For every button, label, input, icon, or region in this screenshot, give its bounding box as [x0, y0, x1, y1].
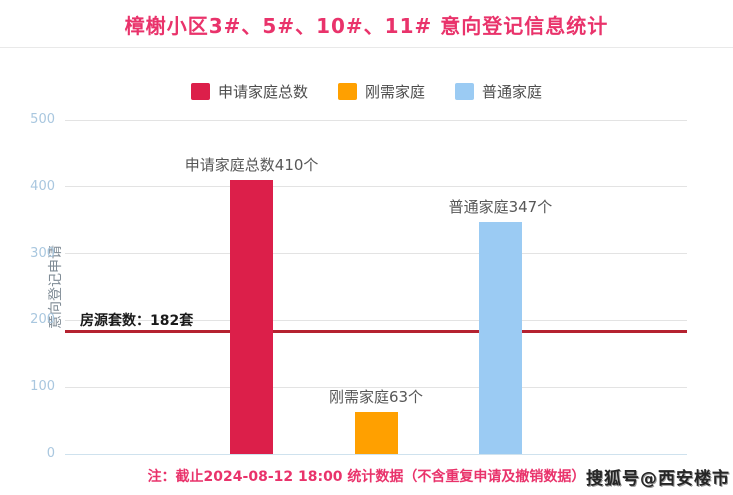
gridline [65, 386, 687, 388]
y-tick-label: 400 [30, 178, 55, 194]
legend-swatch-blue [455, 83, 474, 100]
reference-line-label: 房源套数：182套 [80, 313, 194, 330]
bar-2 [354, 411, 398, 454]
bar-1 [230, 180, 274, 454]
bar-data-label: 刚需家庭63个 [328, 387, 424, 406]
gridline [65, 186, 687, 188]
footnote: 注：截止2024-08-12 18:00 统计数据（不含重复申请及撤销数据） [147, 469, 586, 485]
x-axis-line [65, 453, 687, 455]
legend-label: 普通家庭 [482, 83, 543, 101]
legend-label: 刚需家庭 [364, 83, 425, 101]
legend-item-total: 申请家庭总数 [190, 81, 308, 102]
page-title: 樟榭小区3#、5#、10#、11# 意向登记信息统计 [124, 14, 609, 38]
bar-data-label: 申请家庭总数410个 [184, 156, 319, 175]
y-tick-label: 300 [30, 245, 55, 261]
title-divider [0, 47, 733, 48]
gridline [65, 319, 687, 321]
gridline [65, 119, 687, 121]
reference-line [65, 330, 687, 334]
legend-item-ordinary: 普通家庭 [455, 81, 542, 102]
bar-data-label: 普通家庭347个 [448, 198, 553, 217]
y-tick-label: 500 [30, 112, 55, 127]
y-tick-label: 100 [30, 379, 55, 395]
bar-3 [478, 222, 522, 454]
y-tick-label: 200 [30, 312, 55, 328]
watermark: 搜狐号@西安楼市 [582, 464, 730, 489]
legend-swatch-red [190, 83, 210, 100]
y-tick-label: 0 [46, 446, 55, 461]
legend-swatch-orange [337, 83, 357, 100]
chart-legend: 申请家庭总数 刚需家庭 普通家庭 [0, 81, 733, 102]
plot-area: 意向登记申请 0 100 200 300 400 500 房源套数：182套 申请家庭总数41… [30, 112, 687, 461]
legend-item-rigid-demand: 刚需家庭 [337, 81, 425, 102]
legend-label: 申请家庭总数 [217, 83, 308, 101]
gridline [65, 253, 687, 255]
